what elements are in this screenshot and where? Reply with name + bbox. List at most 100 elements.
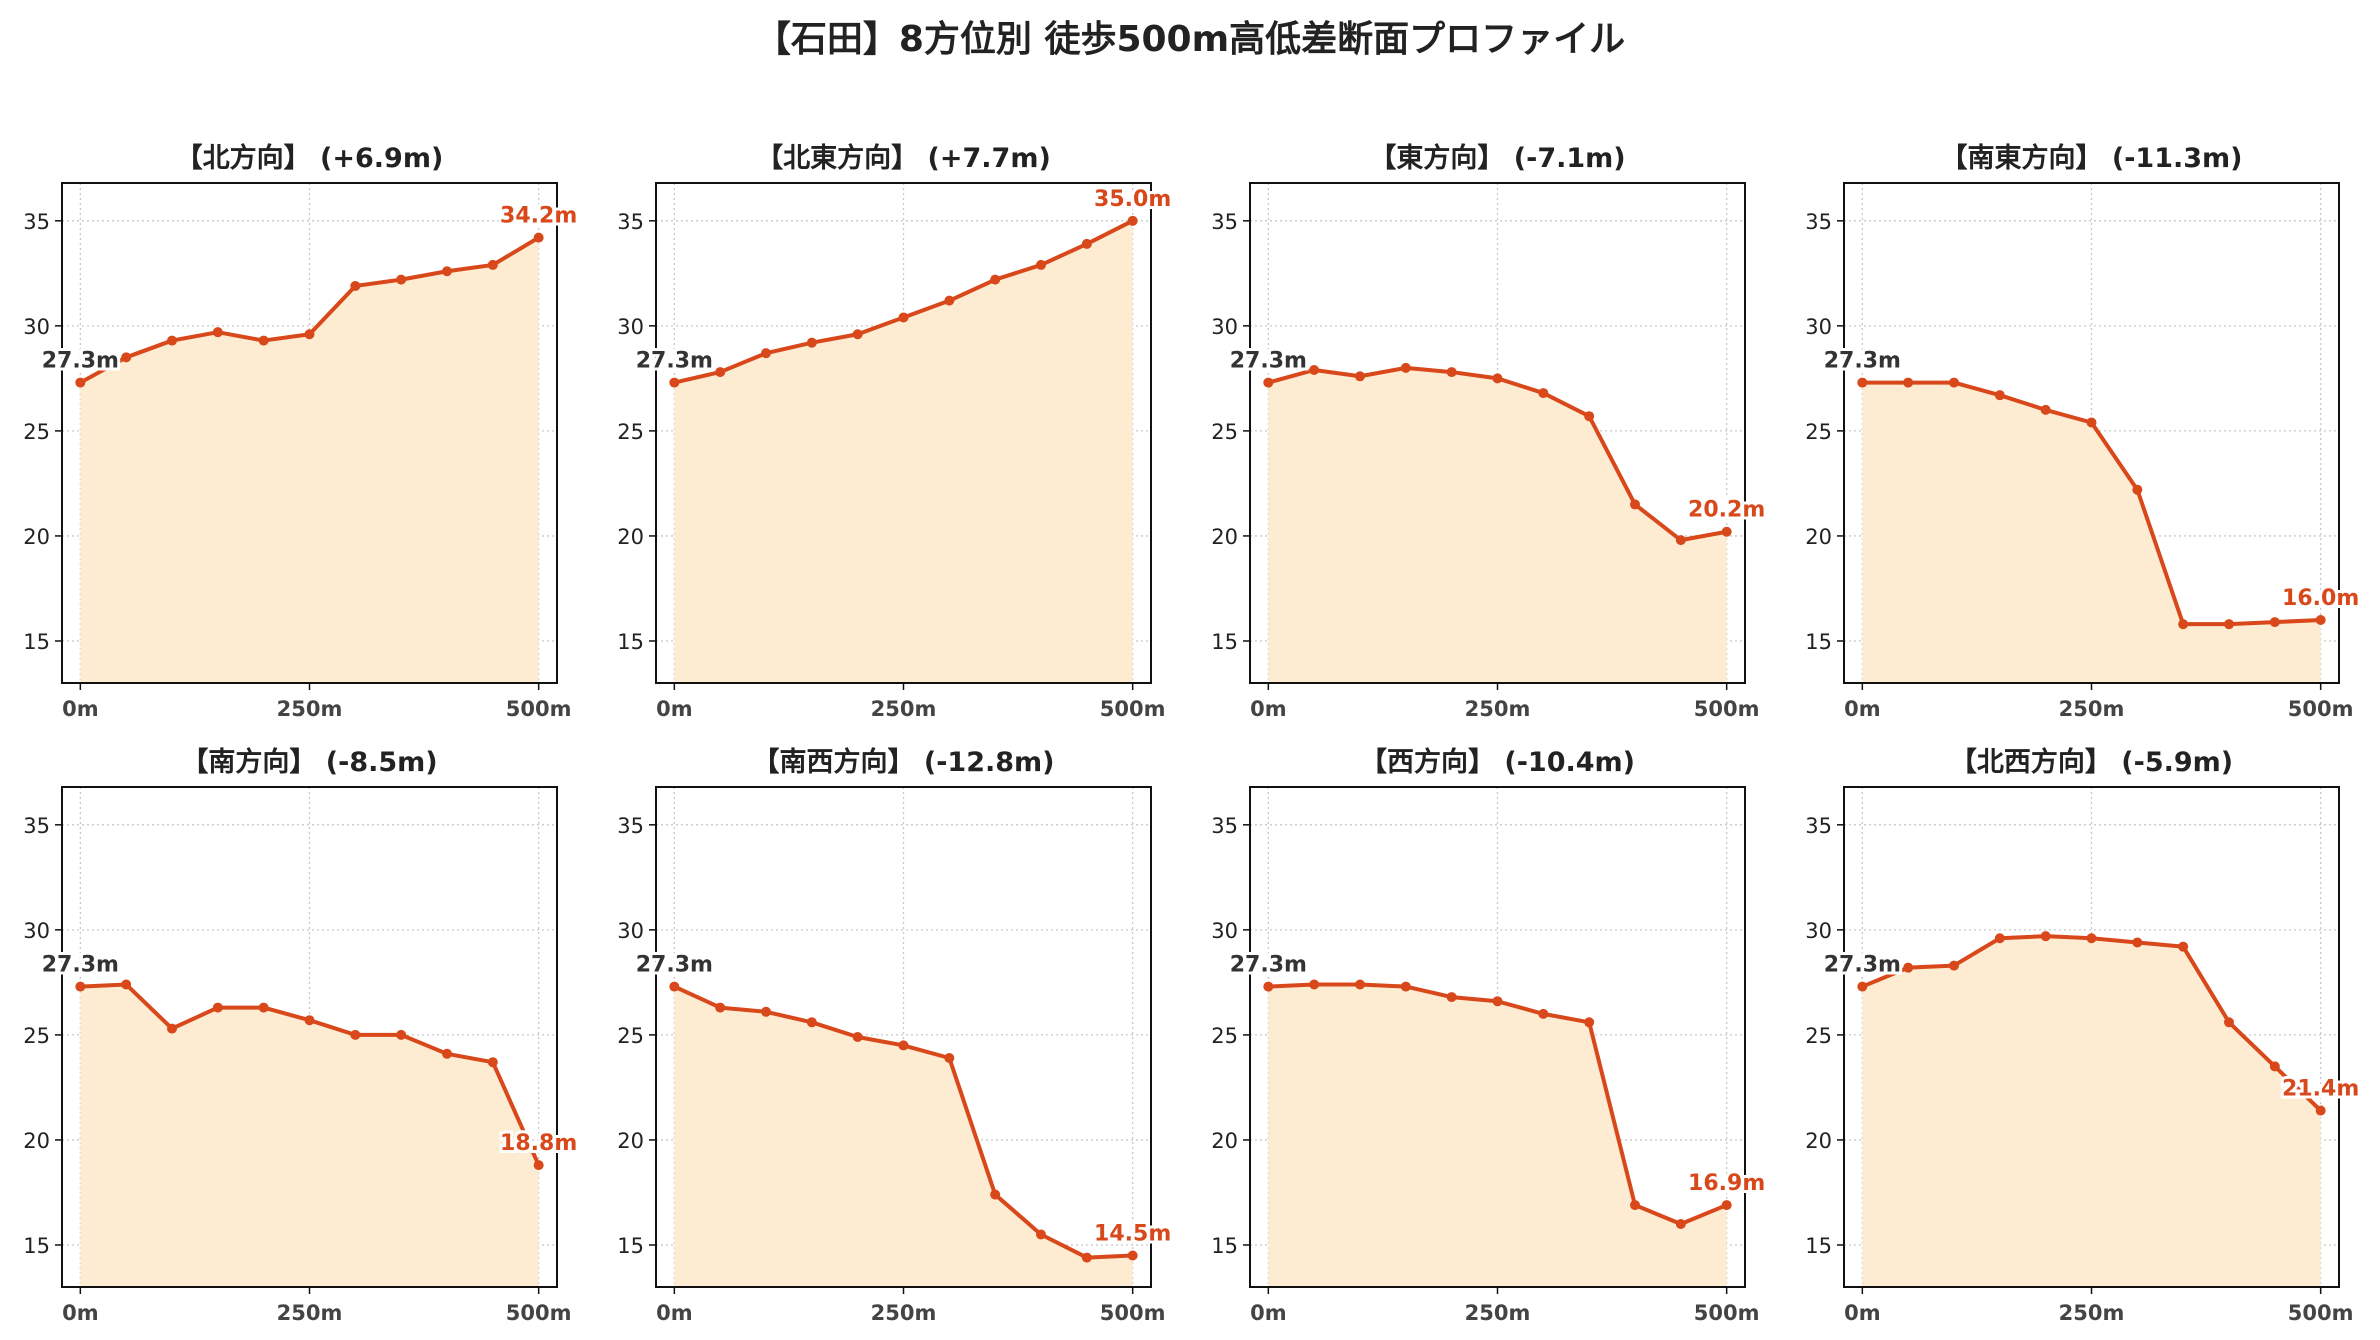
subplot-title: 【南西方向】 (-12.8m) xyxy=(752,746,1054,778)
ytick-label: 15 xyxy=(617,1234,644,1258)
subplot-3: 【南東方向】 (-11.3m) 15 20 25 30 35 0m 250m 500m 27.3m… xyxy=(1805,142,2362,721)
data-point xyxy=(806,337,817,348)
data-point xyxy=(2178,941,2189,952)
data-point xyxy=(396,1029,407,1040)
xtick-label: 0m xyxy=(62,697,99,721)
xtick-label: 0m xyxy=(1844,697,1881,721)
data-point xyxy=(1400,362,1411,373)
ytick-label: 35 xyxy=(23,210,50,234)
data-point xyxy=(258,335,269,346)
data-point xyxy=(2269,1061,2280,1072)
data-point xyxy=(1857,981,1868,992)
xtick-label: 250m xyxy=(277,697,343,721)
data-point xyxy=(1492,373,1503,384)
data-point xyxy=(1675,535,1686,546)
data-point xyxy=(1903,377,1914,388)
xtick-label: 500m xyxy=(1100,697,1166,721)
xtick-label: 500m xyxy=(1694,1301,1760,1325)
elevation-area xyxy=(1268,367,1727,683)
data-point xyxy=(2086,417,2097,428)
xtick-label: 250m xyxy=(1465,1301,1531,1325)
subplot-4: 【南方向】 (-8.5m) 15 20 25 30 35 0m 250m 500m 27.3m 18… xyxy=(23,746,580,1325)
data-point xyxy=(212,1002,223,1013)
data-point xyxy=(212,327,223,338)
ytick-label: 15 xyxy=(23,1234,50,1258)
xtick-label: 250m xyxy=(277,1301,343,1325)
data-point xyxy=(990,274,1001,285)
ytick-label: 30 xyxy=(1805,919,1832,943)
xtick-label: 250m xyxy=(2059,1301,2125,1325)
elevation-area xyxy=(1862,936,2321,1287)
xtick-label: 500m xyxy=(506,697,572,721)
data-point xyxy=(1721,526,1732,537)
ytick-label: 35 xyxy=(617,210,644,234)
data-point xyxy=(1400,981,1411,992)
end-label: 16.0m xyxy=(2282,586,2359,611)
subplot-1: 【北東方向】 (+7.7m) 15 20 25 30 35 0m 250m 500m 27.3m 3… xyxy=(617,142,1174,721)
data-point xyxy=(1355,979,1365,990)
data-point xyxy=(2040,931,2051,942)
data-point xyxy=(2315,1105,2326,1116)
ytick-label: 25 xyxy=(23,1024,50,1048)
data-point xyxy=(1630,499,1640,510)
data-point xyxy=(1857,377,1868,388)
ytick-label: 25 xyxy=(1211,420,1238,444)
data-point xyxy=(761,1006,771,1017)
xtick-label: 0m xyxy=(1844,1301,1881,1325)
data-point xyxy=(1263,377,1274,388)
ytick-label: 20 xyxy=(1211,1129,1238,1153)
end-label: 21.4m xyxy=(2282,1077,2359,1102)
data-point xyxy=(2086,933,2097,944)
data-point xyxy=(1127,1250,1138,1261)
data-point xyxy=(2178,619,2189,630)
xtick-label: 250m xyxy=(2059,697,2125,721)
data-point xyxy=(1081,238,1092,249)
data-point xyxy=(304,329,315,340)
data-point xyxy=(2269,617,2280,628)
subplot-title: 【東方向】 (-7.1m) xyxy=(1369,142,1625,174)
ytick-label: 20 xyxy=(1805,525,1832,549)
subplot-title: 【北方向】 (+6.9m) xyxy=(176,142,444,174)
ytick-label: 35 xyxy=(1211,814,1238,838)
end-label: 14.5m xyxy=(1094,1221,1171,1246)
data-point xyxy=(852,1032,863,1042)
ytick-label: 30 xyxy=(1805,315,1832,339)
data-point xyxy=(1263,981,1274,992)
data-point xyxy=(1721,1200,1732,1211)
ytick-label: 30 xyxy=(1211,315,1238,339)
data-point xyxy=(944,295,955,306)
data-point xyxy=(669,377,680,388)
xtick-label: 0m xyxy=(656,697,693,721)
xtick-label: 500m xyxy=(1100,1301,1166,1325)
subplot-title: 【南東方向】 (-11.3m) xyxy=(1940,142,2242,174)
data-point xyxy=(715,367,726,378)
data-point xyxy=(75,377,86,388)
ytick-label: 25 xyxy=(1805,1024,1832,1048)
start-label: 27.3m xyxy=(42,349,119,374)
data-point xyxy=(1127,215,1138,226)
end-label: 35.0m xyxy=(1094,187,1171,212)
subplot-6: 【西方向】 (-10.4m) 15 20 25 30 35 0m 250m 500m 27.3m 1… xyxy=(1211,746,1768,1325)
ytick-label: 15 xyxy=(1805,630,1832,654)
data-point xyxy=(1081,1252,1092,1263)
data-point xyxy=(990,1189,1001,1200)
ytick-label: 20 xyxy=(1805,1129,1832,1153)
start-label: 27.3m xyxy=(1824,953,1901,978)
ytick-label: 15 xyxy=(617,630,644,654)
data-point xyxy=(898,1040,909,1051)
data-point xyxy=(258,1002,269,1013)
data-point xyxy=(1446,992,1457,1003)
ytick-label: 35 xyxy=(1805,814,1832,838)
ytick-label: 35 xyxy=(1805,210,1832,234)
data-point xyxy=(2224,1017,2234,1028)
data-point xyxy=(304,1015,315,1026)
xtick-label: 0m xyxy=(1250,1301,1287,1325)
ytick-label: 25 xyxy=(23,420,50,444)
subplot-title: 【南方向】 (-8.5m) xyxy=(181,746,437,778)
xtick-label: 500m xyxy=(1694,697,1760,721)
data-point xyxy=(1584,411,1595,422)
data-point xyxy=(1309,364,1320,375)
data-point xyxy=(533,232,544,243)
data-point xyxy=(1584,1017,1595,1028)
